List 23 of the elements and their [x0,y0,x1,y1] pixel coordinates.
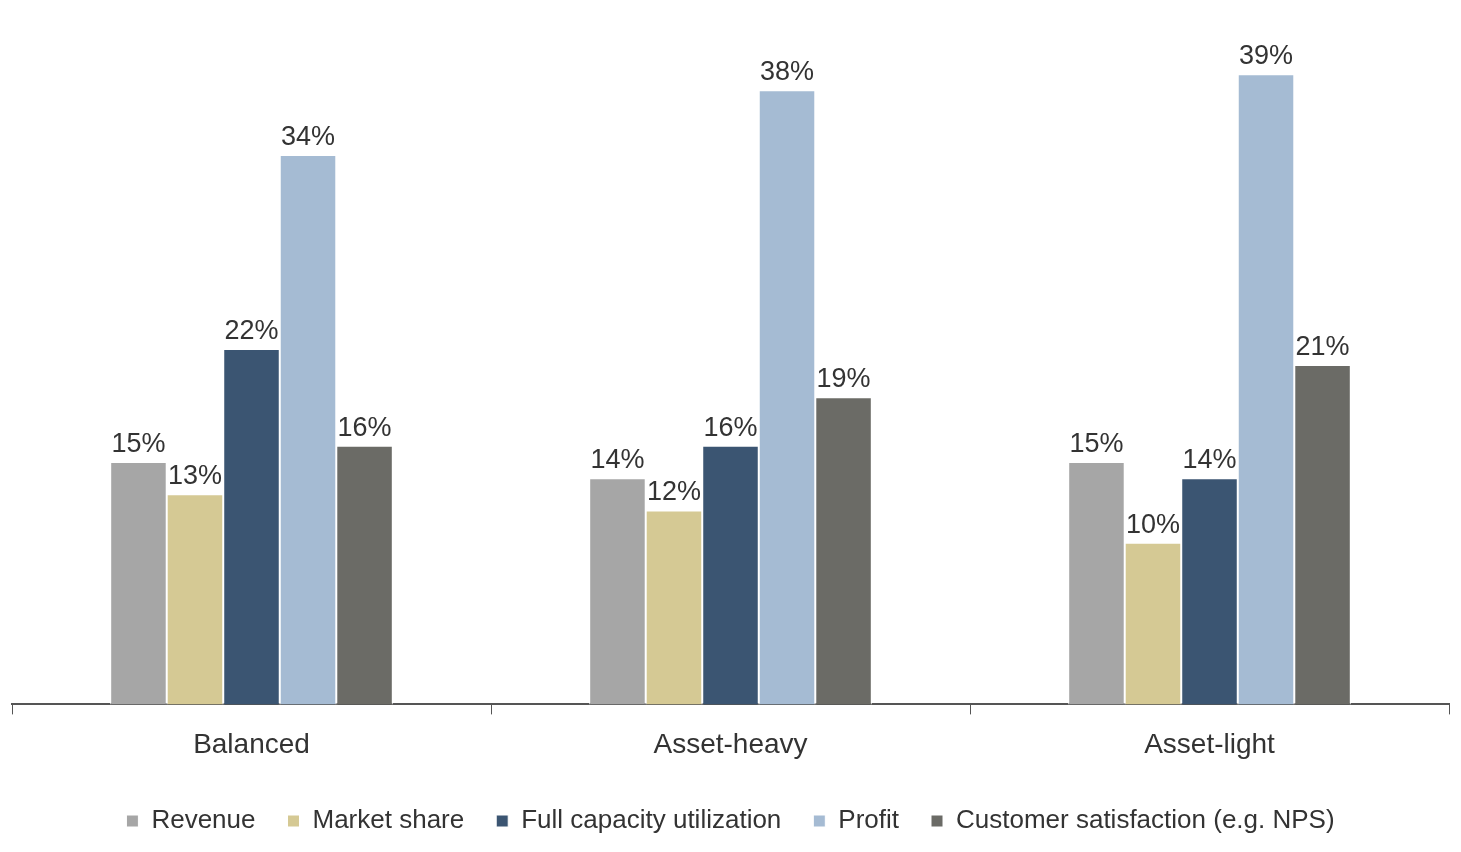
legend-label: Full capacity utilization [521,804,782,835]
data-label: 13% [167,460,222,491]
data-label: 10% [1125,508,1180,539]
data-label: 39% [1239,40,1294,71]
data-label: 34% [281,120,336,151]
legend-label: Profit [838,804,900,835]
data-label: 22% [224,314,279,345]
legend-label: Market share [312,804,465,835]
data-label: 12% [646,476,701,507]
data-label: 14% [590,444,645,475]
x-tick-label: Asset-light [1144,727,1276,759]
data-label: 38% [760,56,815,87]
legend-label: Customer satisfaction (e.g. NPS) [956,804,1335,835]
x-tick-label: Asset-heavy [653,727,808,759]
data-label: 16% [337,411,392,442]
data-label: 14% [1182,444,1237,475]
legend-label: Revenue [151,804,256,835]
data-label: 16% [703,411,758,442]
data-label: 21% [1295,330,1350,361]
data-label: 19% [816,363,871,394]
data-label: 15% [111,427,166,458]
data-label: 15% [1069,427,1124,458]
x-tick-label: Balanced [193,727,310,759]
